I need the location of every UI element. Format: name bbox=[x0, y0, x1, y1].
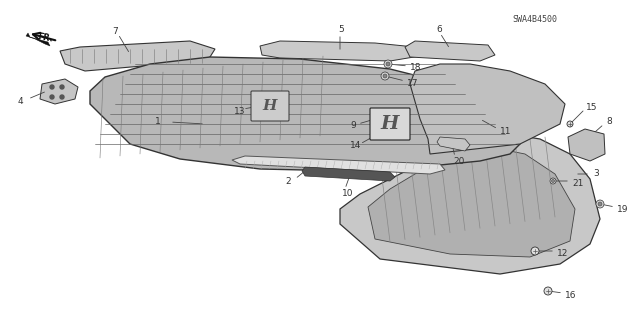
Text: 7: 7 bbox=[112, 26, 118, 35]
Text: H: H bbox=[263, 99, 277, 113]
Text: 17: 17 bbox=[407, 78, 419, 87]
Text: 20: 20 bbox=[453, 157, 465, 166]
FancyBboxPatch shape bbox=[370, 108, 410, 140]
Text: 3: 3 bbox=[593, 169, 599, 179]
Circle shape bbox=[60, 85, 64, 89]
Circle shape bbox=[596, 200, 604, 208]
Text: 14: 14 bbox=[350, 142, 362, 151]
Polygon shape bbox=[260, 41, 420, 61]
Circle shape bbox=[544, 287, 552, 295]
Text: 6: 6 bbox=[436, 25, 442, 33]
Text: SWA4B4500: SWA4B4500 bbox=[513, 14, 557, 24]
Text: 21: 21 bbox=[572, 179, 584, 188]
Text: 5: 5 bbox=[338, 25, 344, 33]
Text: FR.: FR. bbox=[36, 32, 53, 44]
Circle shape bbox=[386, 62, 390, 66]
Text: 19: 19 bbox=[617, 204, 628, 213]
Text: 11: 11 bbox=[500, 127, 511, 136]
Text: 13: 13 bbox=[234, 107, 246, 115]
Polygon shape bbox=[368, 147, 575, 257]
Text: 4: 4 bbox=[18, 97, 24, 106]
Text: 9: 9 bbox=[350, 122, 356, 130]
FancyBboxPatch shape bbox=[251, 91, 289, 121]
Polygon shape bbox=[232, 156, 445, 174]
Text: H: H bbox=[381, 115, 399, 133]
Text: 2: 2 bbox=[285, 177, 291, 187]
Polygon shape bbox=[26, 33, 50, 46]
Text: 16: 16 bbox=[565, 291, 577, 300]
Circle shape bbox=[531, 247, 539, 255]
Circle shape bbox=[50, 95, 54, 99]
Circle shape bbox=[567, 121, 573, 127]
Polygon shape bbox=[340, 134, 600, 274]
Circle shape bbox=[60, 95, 64, 99]
Circle shape bbox=[50, 85, 54, 89]
Circle shape bbox=[552, 180, 554, 182]
Text: 12: 12 bbox=[557, 249, 568, 257]
Circle shape bbox=[598, 202, 602, 206]
Polygon shape bbox=[437, 137, 470, 151]
Circle shape bbox=[384, 60, 392, 68]
Polygon shape bbox=[568, 129, 605, 161]
Text: 8: 8 bbox=[606, 117, 612, 127]
Text: 10: 10 bbox=[342, 189, 353, 197]
Text: 15: 15 bbox=[586, 102, 598, 112]
Polygon shape bbox=[405, 41, 495, 61]
Polygon shape bbox=[302, 167, 395, 181]
Polygon shape bbox=[410, 64, 565, 154]
Circle shape bbox=[383, 74, 387, 78]
Polygon shape bbox=[90, 57, 520, 171]
Text: 18: 18 bbox=[410, 63, 422, 72]
Polygon shape bbox=[60, 41, 215, 71]
Circle shape bbox=[550, 178, 556, 184]
Polygon shape bbox=[40, 79, 78, 104]
Text: 1: 1 bbox=[155, 117, 161, 127]
Circle shape bbox=[381, 72, 389, 80]
